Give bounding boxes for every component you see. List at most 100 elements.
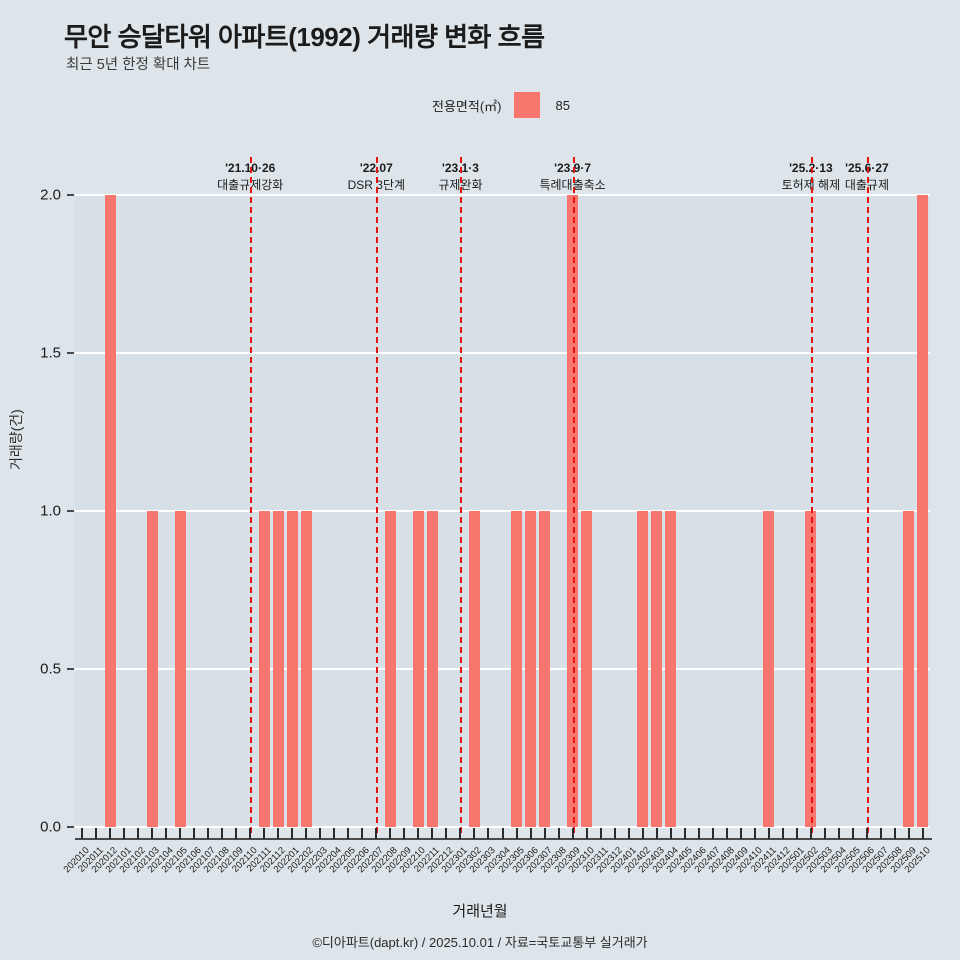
- event-line: [866, 157, 869, 833]
- x-tick-mark: [669, 828, 672, 839]
- bar[interactable]: [468, 511, 480, 827]
- x-tick-mark: [305, 828, 308, 839]
- chart-subtitle: 최근 5년 한정 확대 차트: [66, 57, 211, 73]
- page-title: 무안 승달타워 아파트(1992) 거래량 변화 흐름: [64, 22, 545, 52]
- x-tick-mark: [109, 828, 112, 839]
- bar[interactable]: [174, 511, 186, 827]
- x-tick-mark: [501, 828, 504, 839]
- legend-swatch-85: [513, 92, 540, 118]
- bar[interactable]: [104, 195, 116, 827]
- y-axis-label: 거래량(건): [8, 409, 24, 470]
- x-tick-mark: [459, 828, 462, 839]
- x-tick-mark: [165, 828, 168, 839]
- x-tick-mark: [795, 828, 798, 839]
- x-axis-label: 거래년월: [452, 903, 508, 920]
- x-tick-mark: [641, 828, 644, 839]
- event-annotation: '23.1·3 규제완화: [400, 160, 520, 195]
- x-tick-mark: [81, 828, 83, 839]
- x-tick-mark: [403, 828, 406, 839]
- x-tick-mark: [235, 828, 238, 839]
- x-tick-mark: [893, 828, 896, 839]
- bar[interactable]: [651, 511, 663, 827]
- x-tick-mark: [207, 828, 210, 839]
- gridline: [75, 668, 930, 670]
- bar[interactable]: [272, 511, 284, 827]
- bar[interactable]: [412, 511, 424, 827]
- x-tick-mark: [571, 828, 574, 839]
- legend-label-85: 85: [555, 97, 570, 113]
- x-tick-mark: [781, 828, 784, 839]
- x-tick-mark: [473, 828, 476, 839]
- event-date-label: '21.10·26: [225, 161, 276, 175]
- x-tick-mark: [585, 828, 588, 839]
- x-tick-mark: [907, 828, 910, 839]
- event-line: [250, 157, 253, 833]
- x-tick-mark: [361, 828, 364, 839]
- gridline: [75, 826, 930, 828]
- event-line: [376, 157, 379, 833]
- bar[interactable]: [384, 511, 396, 827]
- y-tick-label: 0.0: [40, 818, 61, 836]
- x-tick-mark: [697, 828, 700, 839]
- chart-caption: ©디아파트(dapt.kr) / 2025.10.01 / 자료=국토교통부 실…: [312, 935, 648, 950]
- y-tick-label: 0.5: [40, 660, 61, 678]
- event-text-label: 토허제 해제: [781, 178, 841, 193]
- bar[interactable]: [665, 511, 677, 827]
- x-tick-mark: [725, 828, 728, 839]
- event-line: [460, 157, 463, 833]
- x-tick-mark: [95, 828, 98, 839]
- x-tick-mark: [599, 828, 602, 839]
- bar[interactable]: [637, 511, 649, 827]
- bar[interactable]: [903, 511, 915, 827]
- x-tick-mark: [879, 828, 882, 839]
- bar[interactable]: [581, 511, 593, 827]
- event-line: [810, 157, 813, 833]
- bar[interactable]: [286, 511, 298, 827]
- y-tick-mark: [67, 668, 74, 670]
- x-tick-mark: [333, 828, 336, 839]
- x-tick-mark: [543, 828, 546, 839]
- bar[interactable]: [300, 511, 312, 827]
- x-tick-mark: [921, 828, 924, 839]
- bar[interactable]: [146, 511, 158, 827]
- y-tick-mark: [67, 510, 74, 512]
- bar[interactable]: [525, 511, 537, 827]
- y-tick-mark: [67, 352, 74, 354]
- x-tick-mark: [263, 828, 266, 839]
- bar[interactable]: [258, 511, 270, 827]
- bar[interactable]: [763, 511, 775, 827]
- x-tick-mark: [557, 828, 560, 839]
- x-tick-mark: [277, 828, 280, 839]
- event-line: [572, 157, 575, 833]
- x-tick-mark: [515, 828, 518, 839]
- x-tick-mark: [851, 828, 854, 839]
- x-tick-mark: [193, 828, 196, 839]
- x-tick-mark: [319, 828, 322, 839]
- x-tick-mark: [711, 828, 714, 839]
- x-tick-mark: [753, 828, 756, 839]
- event-text-label: 규제완화: [438, 178, 483, 193]
- x-tick-mark: [529, 828, 532, 839]
- y-tick-mark: [67, 826, 74, 828]
- bar[interactable]: [511, 511, 523, 827]
- x-tick-mark: [389, 828, 392, 839]
- y-tick-label: 2.0: [40, 186, 61, 204]
- x-tick-mark: [739, 828, 742, 839]
- x-tick-mark: [809, 828, 812, 839]
- x-tick-mark: [767, 828, 770, 839]
- bar[interactable]: [426, 511, 438, 827]
- bar[interactable]: [539, 511, 551, 827]
- plot-area: [75, 157, 930, 833]
- y-tick-label: 1.0: [40, 502, 61, 520]
- gridline: [75, 352, 930, 354]
- event-text-label: 대출규제: [844, 178, 889, 193]
- x-tick-mark: [291, 828, 294, 839]
- bar[interactable]: [917, 195, 929, 827]
- event-date-label: '23.1·3: [441, 161, 479, 175]
- x-tick-mark: [487, 828, 490, 839]
- x-tick-mark: [613, 828, 616, 839]
- x-tick-mark: [179, 828, 182, 839]
- x-tick-mark: [151, 828, 154, 839]
- x-tick-mark: [221, 828, 224, 839]
